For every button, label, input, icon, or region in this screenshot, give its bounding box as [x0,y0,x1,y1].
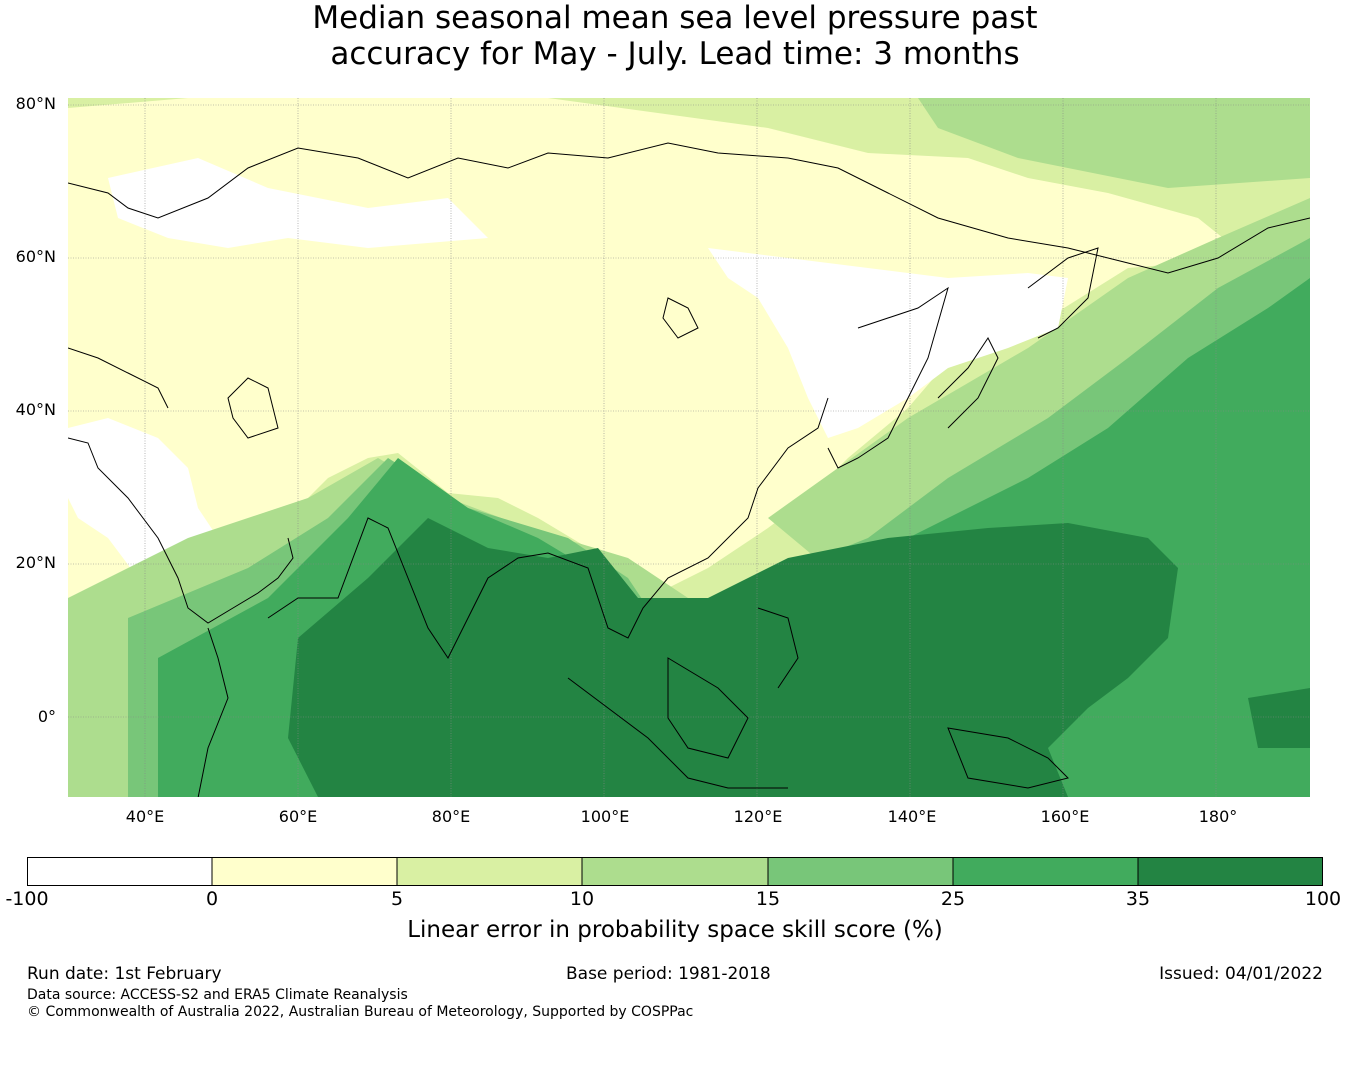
lon-label-80e: 80°E [431,807,471,826]
base-period: Base period: 1981-2018 [566,964,771,984]
lat-label-20n: 20°N [15,553,56,572]
colorbar-segment-4 [582,857,768,886]
colorbar-tick-15: 15 [755,888,781,910]
region-east-pacific-high [1248,688,1310,748]
region-high-skill-core [288,518,1178,797]
title-line-1: Median seasonal mean sea level pressure … [312,0,1038,36]
colorbar-segment-2 [212,857,397,886]
lat-label-0: 0° [37,707,56,726]
colorbar-segment-7 [1138,857,1323,886]
gridlines [68,98,1310,797]
lat-label-40n: 40°N [15,400,56,419]
lon-label-160e: 160°E [1040,807,1090,826]
lon-label-60e: 60°E [278,807,318,826]
region-east-asia-white [708,248,1068,438]
lon-label-180: 180° [1198,807,1238,826]
colorbar-tick-10: 10 [569,888,595,910]
colorbar-tick-25: 25 [940,888,966,910]
region-arctic-green [918,98,1310,188]
issued-date: Issued: 04/01/2022 [1159,964,1323,984]
colorbar-tick-35: 35 [1125,888,1151,910]
colorbar-label: Linear error in probability space skill … [407,917,943,943]
run-date: Run date: 1st February [27,964,222,984]
lon-label-40e: 40°E [125,807,165,826]
title-line-2: accuracy for May - July. Lead time: 3 mo… [330,36,1020,72]
colorbar-tick-0: 0 [205,888,219,910]
colorbar [27,857,1323,886]
lat-label-80n: 80°N [15,94,56,113]
colorbar-segment-6 [953,857,1138,886]
data-source: Data source: ACCESS-S2 and ERA5 Climate … [27,987,408,1003]
skill-map [68,98,1310,797]
lon-label-140e: 140°E [887,807,937,826]
lon-label-120e: 120°E [733,807,783,826]
colorbar-segment-5 [768,857,953,886]
copyright: © Commonwealth of Australia 2022, Austra… [27,1004,694,1020]
colorbar-tick-neg100: -100 [5,888,49,910]
colorbar-tick-5: 5 [390,888,404,910]
lon-label-100e: 100°E [580,807,630,826]
lat-label-60n: 60°N [15,247,56,266]
chart-title: Median seasonal mean sea level pressure … [0,0,1350,72]
coastlines [68,142,1310,797]
colorbar-segment-1 [27,857,212,886]
colorbar-tick-100: 100 [1304,888,1342,910]
colorbar-segment-3 [397,857,582,886]
